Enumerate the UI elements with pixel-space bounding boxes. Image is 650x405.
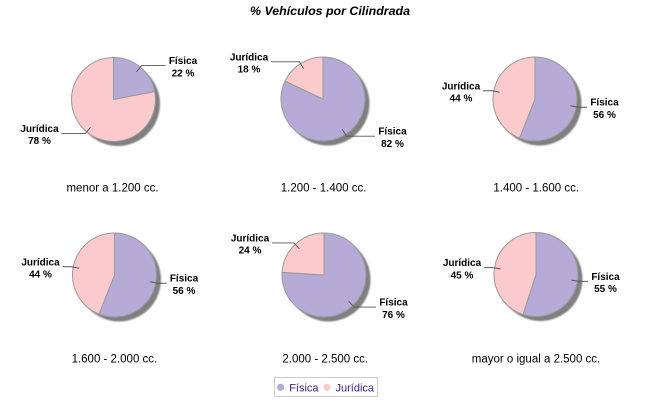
svg-text:Física: Física	[169, 56, 198, 67]
svg-text:Física: Física	[289, 382, 319, 394]
svg-text:% Vehículos por Cilindrada: % Vehículos por Cilindrada	[250, 4, 410, 18]
svg-text:Jurídica: Jurídica	[21, 257, 60, 268]
svg-text:45 %: 45 %	[451, 270, 474, 281]
svg-text:1.200 - 1.400 cc.: 1.200 - 1.400 cc.	[281, 182, 367, 194]
svg-text:44 %: 44 %	[29, 270, 52, 281]
svg-text:56 %: 56 %	[173, 286, 196, 297]
svg-text:76 %: 76 %	[382, 310, 405, 321]
svg-text:mayor o igual a 2.500 cc.: mayor o igual a 2.500 cc.	[472, 354, 601, 366]
svg-text:55 %: 55 %	[594, 284, 617, 295]
svg-text:Jurídica: Jurídica	[442, 81, 481, 92]
svg-text:1.600 - 2.000 cc.: 1.600 - 2.000 cc.	[72, 354, 158, 366]
svg-text:Jurídica: Jurídica	[230, 52, 269, 63]
svg-text:Física: Física	[378, 127, 407, 138]
svg-text:Jurídica: Jurídica	[231, 233, 270, 244]
svg-text:menor a 1.200 cc.: menor a 1.200 cc.	[66, 182, 158, 194]
svg-text:1.400 - 1.600 cc.: 1.400 - 1.600 cc.	[493, 182, 579, 194]
svg-text:78 %: 78 %	[28, 136, 51, 147]
svg-text:Jurídica: Jurídica	[443, 258, 482, 269]
svg-text:Física: Física	[590, 98, 619, 109]
svg-text:82 %: 82 %	[381, 139, 404, 150]
svg-text:56 %: 56 %	[593, 110, 616, 121]
svg-text:Jurídica: Jurídica	[336, 382, 375, 394]
svg-text:18 %: 18 %	[238, 65, 261, 76]
svg-text:Física: Física	[170, 274, 199, 285]
svg-text:24 %: 24 %	[239, 246, 262, 257]
svg-text:44 %: 44 %	[450, 94, 473, 105]
svg-text:Jurídica: Jurídica	[20, 124, 59, 135]
svg-text:Física: Física	[591, 272, 620, 283]
svg-text:Física: Física	[379, 298, 408, 309]
svg-text:2.000 - 2.500 cc.: 2.000 - 2.500 cc.	[282, 354, 368, 366]
svg-text:22 %: 22 %	[172, 68, 195, 79]
